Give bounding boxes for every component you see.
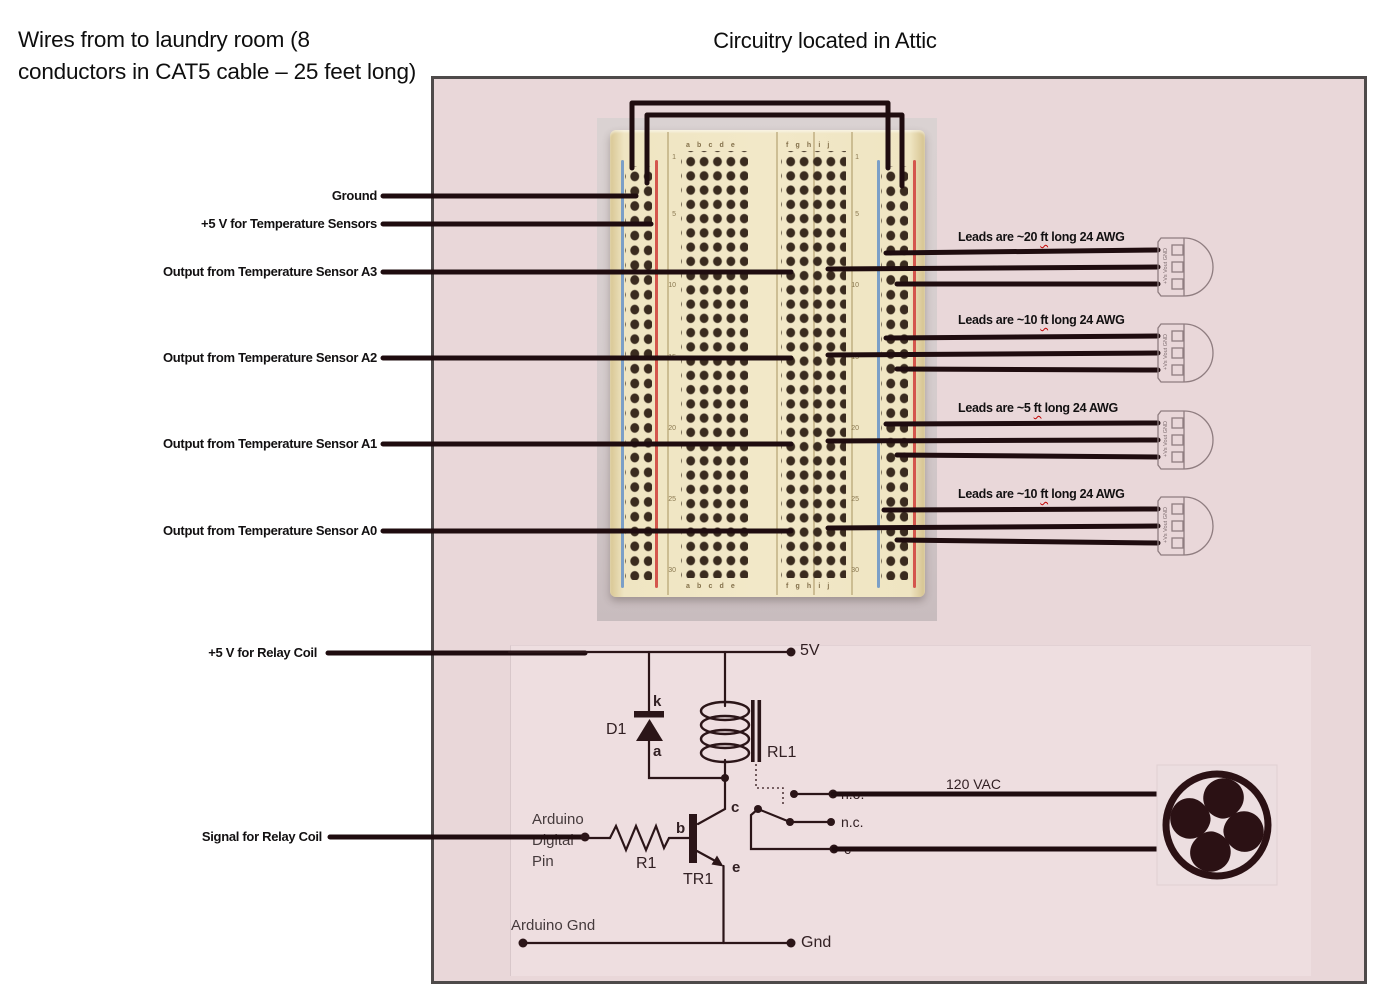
lead-label-text: long 24 AWG bbox=[1041, 401, 1119, 415]
label-sensor-a2: Output from Temperature Sensor A2 bbox=[162, 350, 377, 365]
label-rl1: RL1 bbox=[767, 744, 797, 761]
label-nc-contact: n.c. bbox=[841, 814, 864, 830]
label-tr1: TR1 bbox=[683, 871, 714, 888]
breadboard-seam bbox=[851, 132, 853, 595]
label-5v-node: 5V bbox=[800, 642, 820, 659]
row-number: 10 bbox=[668, 282, 676, 289]
label-diode-a: a bbox=[653, 743, 662, 760]
rail-blue-left bbox=[621, 160, 624, 588]
spellcheck-squiggle-word: ft bbox=[1040, 313, 1049, 327]
spellcheck-squiggle-word: ft bbox=[1033, 401, 1042, 415]
label-d1: D1 bbox=[606, 721, 627, 738]
row-number: 5 bbox=[672, 211, 676, 218]
label-no-contact: n.o. bbox=[841, 786, 865, 802]
spellcheck-squiggle-word: ft bbox=[1040, 487, 1049, 501]
row-number: 1 bbox=[672, 154, 676, 161]
row-number: 15 bbox=[668, 354, 676, 361]
label-sensor-a1: Output from Temperature Sensor A1 bbox=[162, 436, 377, 451]
breadboard bbox=[610, 130, 925, 597]
lead-label-4: Leads are ~10 ft long 24 AWG bbox=[958, 487, 1125, 501]
label-diode-k: k bbox=[653, 693, 662, 710]
page-title: Circuitry located in Attic bbox=[713, 28, 937, 53]
lead-label-text: long 24 AWG bbox=[1048, 230, 1125, 244]
row-number: 15 bbox=[851, 354, 859, 361]
label-transistor-e: e bbox=[732, 859, 741, 876]
row-number: 10 bbox=[851, 282, 859, 289]
label-arduino-digital-pin: Arduino Digital Pin bbox=[532, 809, 584, 872]
label-120vac: 120 VAC bbox=[946, 776, 1001, 792]
column-letters-top-left: a b c d e bbox=[686, 142, 738, 149]
breadboard-seam bbox=[667, 132, 669, 595]
column-letters-top-right: f g h i j bbox=[786, 142, 832, 149]
row-number: 30 bbox=[851, 567, 859, 574]
row-number: 25 bbox=[851, 496, 859, 503]
column-letters-bottom-right: f g h i j bbox=[786, 583, 832, 590]
spellcheck-squiggle-word: ft bbox=[1040, 230, 1049, 244]
label-relay-5v: +5 V for Relay Coil bbox=[208, 645, 317, 660]
label-5v-sensors: +5 V for Temperature Sensors bbox=[201, 216, 377, 231]
lead-label-text: Leads are ~10 bbox=[958, 487, 1041, 501]
lead-label-3: Leads are ~5 ft long 24 AWG bbox=[958, 401, 1118, 415]
column-letters-bottom-left: a b c d e bbox=[686, 583, 738, 590]
rail-blue-right bbox=[877, 160, 880, 588]
row-number: 30 bbox=[668, 567, 676, 574]
label-transistor-c: c bbox=[731, 799, 740, 816]
lead-label-text: Leads are ~5 bbox=[958, 401, 1034, 415]
breadboard-seam bbox=[776, 132, 778, 595]
label-relay-signal: Signal for Relay Coil bbox=[201, 829, 322, 844]
row-number: 5 bbox=[855, 211, 859, 218]
main-holes-f-j bbox=[781, 151, 846, 578]
arduino-pin-line2: Digital bbox=[532, 832, 574, 849]
label-gnd-node: Gnd bbox=[801, 934, 832, 951]
label-common-contact: c bbox=[844, 841, 851, 857]
label-r1: R1 bbox=[636, 855, 657, 872]
schematic-panel bbox=[510, 645, 1311, 976]
lead-label-text: Leads are ~10 bbox=[958, 313, 1041, 327]
label-ground: Ground bbox=[331, 188, 377, 203]
lead-label-1: Leads are ~20 ft long 24 AWG bbox=[958, 230, 1125, 244]
arduino-pin-line3: Pin bbox=[532, 853, 554, 870]
rail-red-left bbox=[655, 160, 658, 588]
label-arduino-gnd: Arduino Gnd bbox=[511, 917, 596, 934]
label-sensor-a0: Output from Temperature Sensor A0 bbox=[162, 523, 377, 538]
lead-label-text: long 24 AWG bbox=[1048, 313, 1125, 327]
label-sensor-a3: Output from Temperature Sensor A3 bbox=[162, 264, 377, 279]
laundry-room-note: Wires from to laundry room (8 conductors… bbox=[18, 27, 417, 84]
lead-label-text: long 24 AWG bbox=[1048, 487, 1125, 501]
rail-holes-right bbox=[881, 166, 908, 580]
main-holes-a-e bbox=[681, 151, 748, 578]
row-number: 20 bbox=[851, 425, 859, 432]
arduino-pin-line1: Arduino bbox=[532, 811, 584, 828]
rail-holes-left bbox=[625, 166, 652, 580]
lead-label-2: Leads are ~10 ft long 24 AWG bbox=[958, 313, 1125, 327]
lead-label-text: Leads are ~20 bbox=[958, 230, 1041, 244]
row-number: 1 bbox=[855, 154, 859, 161]
rail-red-right bbox=[913, 160, 916, 588]
row-number: 20 bbox=[668, 425, 676, 432]
row-number: 25 bbox=[668, 496, 676, 503]
label-transistor-b: b bbox=[676, 820, 686, 837]
